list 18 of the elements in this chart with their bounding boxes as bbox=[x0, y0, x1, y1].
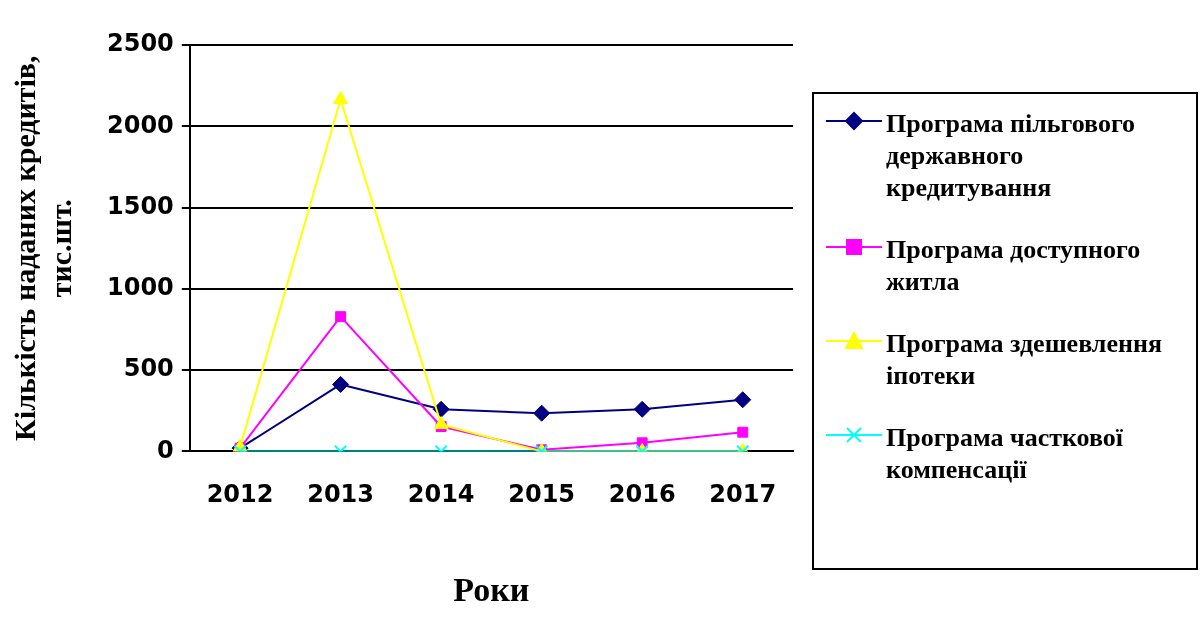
legend-label: Програма доступного житла bbox=[886, 234, 1142, 298]
x-tick-label: 2016 bbox=[608, 480, 676, 509]
y-tick-label: 2000 bbox=[107, 110, 174, 139]
y-tick-label: 2500 bbox=[107, 29, 174, 58]
y-tick-label: 0 bbox=[157, 435, 174, 464]
y-tick-label: 500 bbox=[123, 354, 174, 383]
x-tick-label: 2014 bbox=[407, 480, 475, 509]
legend-label: Програма пільгового державного кредитування bbox=[886, 108, 1137, 204]
x-tick-label: 2015 bbox=[508, 480, 576, 509]
legend-label: Програма здешевлення іпотеки bbox=[886, 328, 1163, 392]
y-tick-label: 1500 bbox=[107, 191, 174, 220]
x-tick-label: 2017 bbox=[709, 480, 777, 509]
x-tick-label: 2012 bbox=[206, 480, 274, 509]
x-tick-label: 2013 bbox=[307, 480, 374, 509]
y-tick-label: 1000 bbox=[107, 273, 174, 302]
x-axis-title: Роки bbox=[453, 571, 530, 609]
y-axis-title: Кількість наданих кредитів, тис.шт. bbox=[7, 55, 77, 441]
legend-label: Програма часткової компенсації bbox=[886, 422, 1125, 486]
